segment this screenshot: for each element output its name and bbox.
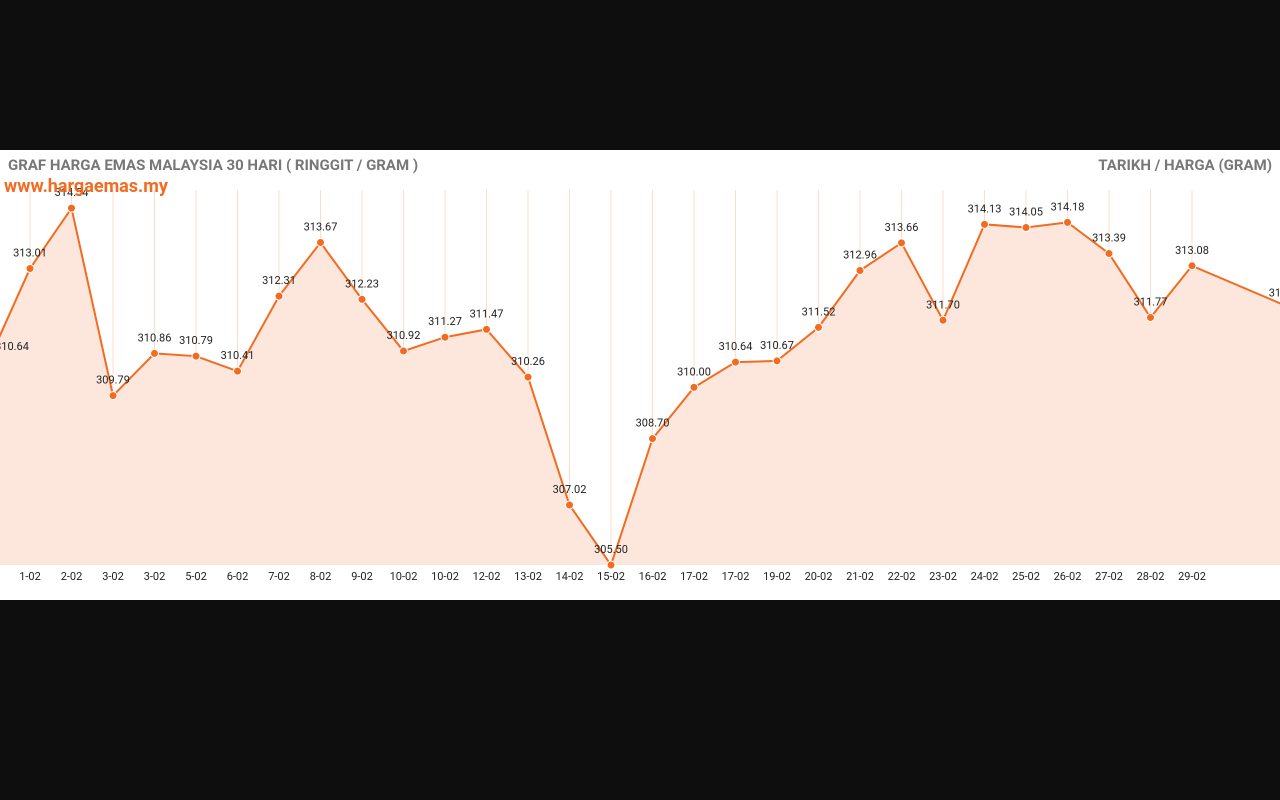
data-point [1064, 218, 1072, 226]
value-label: 311.52 [802, 305, 836, 318]
x-axis-label: 12-02 [473, 570, 501, 583]
x-axis-label: 22-02 [888, 570, 916, 583]
value-label: 314.18 [1051, 200, 1085, 213]
x-axis-label: 29-02 [1178, 570, 1206, 583]
x-axis-label: 13-02 [514, 570, 542, 583]
x-axis-label: 9-02 [351, 570, 373, 583]
data-point [68, 204, 76, 212]
value-label: 307.02 [553, 483, 587, 496]
data-point [151, 349, 159, 357]
x-axis-label: 10-02 [390, 570, 418, 583]
value-label: 309.79 [96, 374, 130, 387]
x-axis-label: 23-02 [929, 570, 957, 583]
value-label: 313.66 [885, 221, 919, 234]
data-point [524, 373, 532, 381]
x-axis-label: 6-02 [227, 570, 249, 583]
value-label: 308.70 [636, 417, 670, 430]
value-label: 312.96 [843, 249, 877, 262]
chart-watermark: www.hargaemas.my [4, 176, 168, 197]
value-label: 310.86 [138, 331, 172, 344]
data-point [26, 265, 34, 273]
value-label: 311.47 [470, 307, 504, 320]
value-label: 313.01 [13, 247, 47, 260]
value-label: 310.64 [719, 340, 753, 353]
data-point [317, 239, 325, 247]
value-label: 312.31 [262, 274, 296, 287]
x-axis-label: 14-02 [556, 570, 584, 583]
x-axis-label: 10-02 [431, 570, 459, 583]
value-label: 311.27 [428, 315, 462, 328]
x-axis-label: 24-02 [971, 570, 999, 583]
data-point [1188, 262, 1196, 270]
x-axis-label: 21-02 [846, 570, 874, 583]
data-point [275, 292, 283, 300]
x-axis-label: 17-02 [722, 570, 750, 583]
x-axis-label: 26-02 [1054, 570, 1082, 583]
data-point [815, 323, 823, 331]
data-point [939, 316, 947, 324]
value-label: 305.50 [594, 543, 628, 556]
data-point [358, 295, 366, 303]
data-point [690, 383, 698, 391]
value-label: 310.67 [760, 339, 794, 352]
x-axis-label: 8-02 [310, 570, 332, 583]
value-label: 314.13 [968, 202, 1002, 215]
chart-title-right: TARIKH / HARGA (GRAM) [1098, 156, 1272, 174]
x-axis-label: 2-02 [61, 570, 83, 583]
value-label: 310.41 [221, 349, 255, 362]
data-point [898, 239, 906, 247]
x-axis-label: 19-02 [763, 570, 791, 583]
value-label: 310.79 [179, 334, 213, 347]
data-point [981, 220, 989, 228]
series-area [0, 208, 1280, 565]
x-axis-label: 25-02 [1012, 570, 1040, 583]
data-point [192, 352, 200, 360]
value-label: 310.26 [511, 355, 545, 368]
value-label: 314.05 [1009, 206, 1043, 219]
x-axis-label: 20-02 [805, 570, 833, 583]
price-chart: 310.64313.011-02314.542-02309.793-02310.… [0, 150, 1280, 600]
data-point [109, 392, 117, 400]
data-point [732, 358, 740, 366]
x-axis-label: 28-02 [1137, 570, 1165, 583]
value-label: 311.77 [1134, 296, 1168, 309]
value-label: 313.08 [1175, 244, 1209, 257]
data-point [1105, 250, 1113, 258]
data-point [607, 561, 615, 569]
value-label: 310.92 [387, 329, 421, 342]
value-label: 310.64 [0, 340, 29, 353]
value-label: 311.70 [926, 298, 960, 311]
chart-title-left: GRAF HARGA EMAS MALAYSIA 30 HARI ( RINGG… [8, 156, 418, 174]
data-point [856, 267, 864, 275]
value-label: 313.39 [1092, 232, 1126, 245]
data-point [1022, 224, 1030, 232]
x-axis-label: 16-02 [639, 570, 667, 583]
data-point [400, 347, 408, 355]
data-point [483, 325, 491, 333]
data-point [649, 435, 657, 443]
page: GRAF HARGA EMAS MALAYSIA 30 HARI ( RINGG… [0, 0, 1280, 800]
x-axis-label: 17-02 [680, 570, 708, 583]
data-point [234, 367, 242, 375]
x-axis-label: 5-02 [185, 570, 207, 583]
data-point [773, 357, 781, 365]
data-point [566, 501, 574, 509]
value-label: 313.67 [304, 221, 338, 234]
x-axis-label: 7-02 [268, 570, 290, 583]
data-point [1147, 314, 1155, 322]
x-axis-label: 15-02 [597, 570, 625, 583]
value-label: 312.23 [345, 277, 379, 290]
x-axis-label: 27-02 [1095, 570, 1123, 583]
value-label: 310.00 [677, 365, 711, 378]
chart-container: GRAF HARGA EMAS MALAYSIA 30 HARI ( RINGG… [0, 150, 1280, 600]
data-point [441, 333, 449, 341]
value-label: 312 [1269, 286, 1280, 299]
x-axis-label: 3-02 [144, 570, 166, 583]
x-axis-label: 1-02 [19, 570, 41, 583]
x-axis-label: 3-02 [102, 570, 124, 583]
